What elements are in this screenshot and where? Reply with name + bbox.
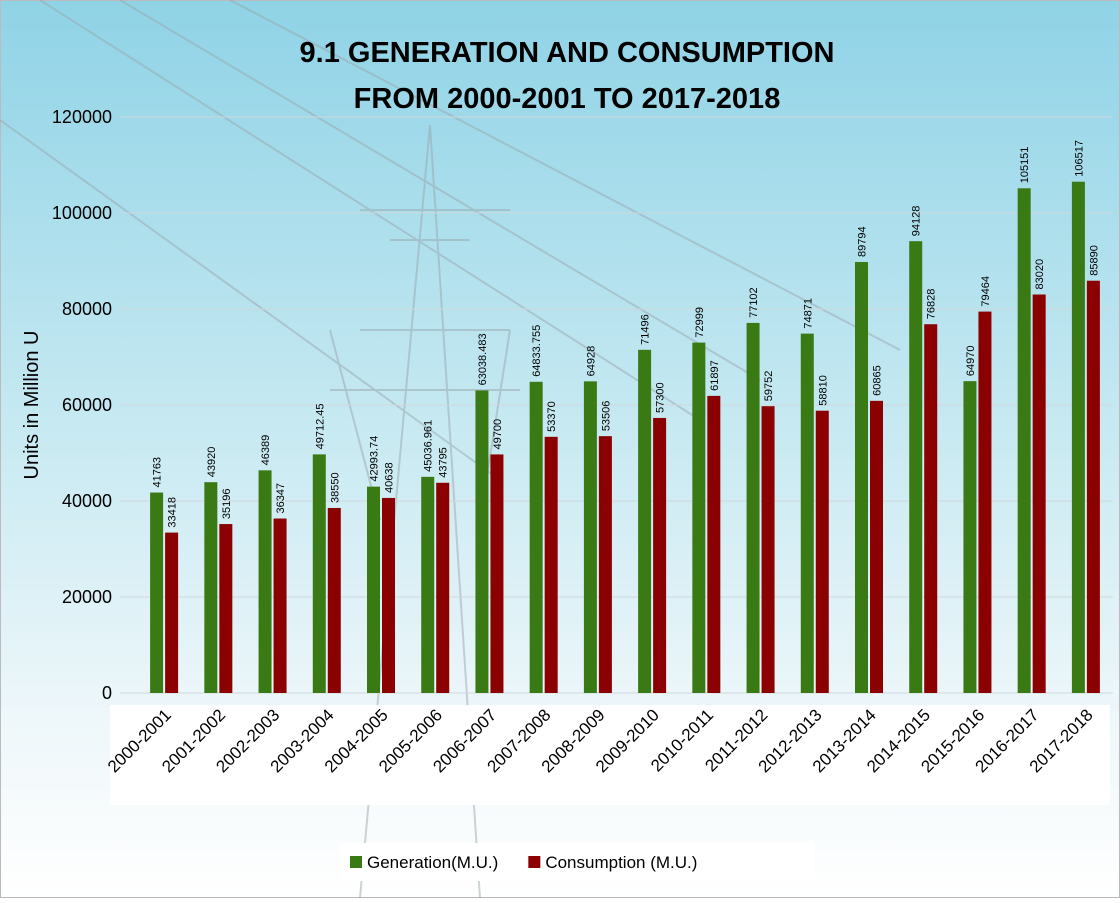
chart-title: 9.1 GENERATION AND CONSUMPTION: [300, 37, 835, 69]
data-label: 72999: [694, 307, 706, 338]
bar: [978, 312, 991, 693]
bar: [692, 343, 705, 693]
data-label: 58810: [817, 375, 829, 406]
bar: [475, 390, 488, 693]
bar: [313, 454, 326, 693]
data-label: 49700: [492, 419, 504, 450]
data-label: 53370: [546, 401, 558, 432]
bar: [436, 483, 449, 693]
y-axis-title: Units in Million U: [21, 331, 43, 480]
bar: [382, 498, 395, 693]
bar: [259, 470, 272, 693]
data-label: 45036.961: [423, 420, 435, 472]
y-tick-label: 0: [102, 683, 112, 703]
bar: [707, 396, 720, 693]
data-label: 41763: [152, 457, 164, 488]
bar: [909, 241, 922, 693]
bar: [801, 334, 814, 693]
data-label: 64970: [965, 346, 977, 377]
bar: [1018, 188, 1031, 693]
chart-title: FROM 2000-2001 TO 2017-2018: [354, 83, 781, 115]
bar: [421, 477, 434, 693]
data-label: 79464: [980, 276, 992, 307]
data-label: 43920: [206, 447, 218, 478]
data-label: 83020: [1034, 259, 1046, 290]
bar: [638, 350, 651, 693]
bar: [855, 262, 868, 693]
data-label: 60865: [872, 365, 884, 396]
bar: [963, 381, 976, 693]
data-label: 74871: [802, 298, 814, 329]
data-label: 36347: [275, 483, 287, 514]
legend-label: Generation(M.U.): [367, 853, 498, 872]
data-label: 64833.755: [531, 325, 543, 377]
bar: [870, 401, 883, 693]
data-label: 71496: [640, 314, 652, 345]
data-label: 59752: [763, 371, 775, 402]
legend-swatch: [350, 856, 362, 868]
bar: [816, 411, 829, 693]
bar: [204, 482, 217, 693]
bar: [545, 437, 558, 693]
bar: [530, 382, 543, 693]
bar: [1033, 295, 1046, 693]
data-label: 38550: [329, 472, 341, 503]
legend-label: Consumption (M.U.): [545, 853, 697, 872]
y-tick-label: 20000: [62, 587, 112, 607]
data-label: 61897: [709, 360, 721, 391]
data-label: 40638: [384, 462, 396, 493]
data-label: 57300: [655, 382, 667, 413]
bar: [219, 524, 232, 693]
bar: [747, 323, 760, 693]
data-label: 64928: [585, 346, 597, 377]
data-label: 46389: [260, 435, 272, 466]
bar: [599, 436, 612, 693]
data-label: 76828: [926, 289, 938, 320]
data-label: 43795: [438, 447, 450, 478]
bar: [274, 519, 287, 693]
bar: [924, 324, 937, 693]
data-label: 42993.74: [369, 436, 381, 482]
bar: [1087, 281, 1100, 693]
y-tick-label: 60000: [62, 395, 112, 415]
bar: [165, 533, 178, 693]
bar: [584, 381, 597, 693]
bar: [328, 508, 341, 693]
bar: [490, 454, 503, 693]
data-label: 63038.483: [477, 333, 489, 385]
data-label: 77102: [748, 287, 760, 318]
chart: 9.1 GENERATION AND CONSUMPTION FROM 2000…: [0, 0, 1120, 898]
data-label: 105151: [1019, 147, 1031, 184]
y-tick-label: 40000: [62, 491, 112, 511]
legend-swatch: [528, 856, 540, 868]
y-tick-label: 100000: [52, 203, 112, 223]
data-label: 89794: [857, 226, 869, 257]
data-label: 33418: [167, 497, 179, 528]
bar: [653, 418, 666, 693]
data-label: 49712.45: [314, 403, 326, 449]
y-tick-label: 120000: [52, 107, 112, 127]
data-label: 53506: [600, 401, 612, 432]
bar: [150, 493, 163, 693]
bar: [762, 406, 775, 693]
bar: [1072, 182, 1085, 693]
bar: [367, 487, 380, 693]
data-label: 106517: [1073, 140, 1085, 177]
data-label: 94128: [911, 206, 923, 237]
data-label: 85890: [1088, 245, 1100, 276]
data-label: 35196: [221, 488, 233, 519]
y-tick-label: 80000: [62, 299, 112, 319]
